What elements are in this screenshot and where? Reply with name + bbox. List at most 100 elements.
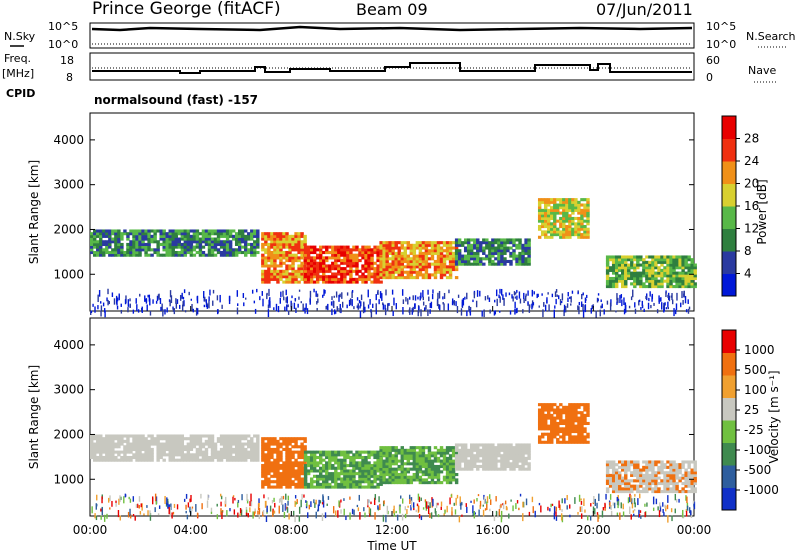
data-cell — [364, 458, 368, 462]
noise-cell — [610, 505, 612, 510]
data-cell — [651, 285, 655, 289]
data-cell — [183, 447, 188, 451]
data-cell — [476, 451, 480, 455]
data-cell — [497, 246, 501, 250]
data-cell — [633, 285, 637, 289]
noise-cell — [549, 508, 551, 512]
data-cell — [361, 469, 365, 473]
data-cell — [433, 246, 438, 250]
data-cell — [388, 273, 392, 277]
data-cell — [303, 450, 308, 454]
data-cell — [309, 275, 314, 279]
noise-cell — [107, 299, 109, 306]
data-cell — [153, 234, 157, 238]
data-cell — [303, 458, 308, 462]
data-cell — [466, 459, 471, 463]
data-cell — [488, 243, 492, 247]
data-cell — [687, 490, 691, 494]
data-cell — [273, 256, 277, 260]
data-cell — [322, 280, 326, 284]
data-cell — [451, 241, 456, 245]
data-cell — [406, 478, 411, 482]
data-cell — [241, 234, 245, 238]
data-cell — [99, 250, 103, 255]
data-cell — [553, 222, 557, 226]
data-cell — [430, 481, 435, 485]
data-cell — [672, 471, 676, 475]
data-cell — [282, 480, 286, 484]
data-cell — [540, 408, 545, 412]
noise-left-label: N.Sky — [4, 30, 36, 43]
noise-cell — [136, 503, 139, 508]
noise-cell — [247, 513, 249, 518]
data-cell — [663, 465, 667, 469]
data-cell — [340, 472, 344, 476]
data-cell — [355, 248, 359, 252]
data-cell — [297, 464, 301, 468]
data-cell — [153, 240, 157, 244]
data-cell — [309, 250, 314, 255]
data-cell — [114, 450, 118, 454]
data-cell — [466, 467, 471, 471]
noise-cell — [495, 510, 498, 516]
data-cell — [559, 198, 563, 202]
data-cell — [672, 463, 676, 467]
data-cell — [234, 248, 239, 252]
data-cell — [367, 450, 371, 454]
data-cell — [337, 280, 341, 284]
data-cell — [611, 285, 616, 289]
data-cell — [319, 267, 323, 271]
noise-cell — [663, 512, 665, 517]
data-cell — [418, 246, 423, 250]
data-cell — [120, 434, 124, 438]
data-cell — [544, 198, 548, 202]
noise-cell — [582, 310, 585, 318]
data-cell — [660, 268, 664, 272]
data-cell — [630, 460, 634, 464]
data-cell — [247, 439, 251, 443]
data-cell — [267, 477, 271, 481]
data-cell — [261, 277, 265, 281]
data-cell — [382, 265, 386, 269]
data-cell — [379, 280, 383, 284]
data-cell — [99, 439, 103, 443]
data-cell — [485, 238, 489, 242]
data-cell — [264, 240, 268, 244]
data-cell — [385, 459, 389, 463]
noise-cell — [684, 295, 687, 304]
data-cell — [642, 271, 646, 275]
data-cell — [418, 251, 423, 255]
data-cell — [630, 255, 634, 259]
data-cell — [288, 250, 292, 255]
data-cell — [451, 475, 456, 479]
data-cell — [370, 259, 374, 263]
data-cell — [189, 253, 194, 257]
data-cell — [267, 469, 271, 473]
data-cell — [473, 259, 477, 264]
data-cell — [300, 464, 304, 468]
data-cell — [621, 276, 625, 281]
data-cell — [195, 240, 200, 244]
data-cell — [621, 476, 625, 480]
data-cell — [370, 256, 374, 260]
data-cell — [279, 259, 283, 263]
data-cell — [198, 447, 203, 451]
data-cell — [657, 268, 661, 272]
data-cell — [334, 474, 338, 478]
data-cell — [439, 259, 444, 264]
data-cell — [509, 451, 513, 455]
noise-cell — [167, 501, 169, 509]
data-cell — [171, 248, 175, 252]
data-cell — [406, 462, 411, 466]
data-cell — [657, 285, 661, 289]
data-cell — [162, 445, 166, 449]
data-cell — [358, 250, 362, 255]
data-cell — [621, 258, 625, 262]
data-cell — [261, 472, 265, 476]
data-cell — [204, 229, 209, 233]
data-cell — [509, 238, 513, 242]
data-cell — [250, 439, 254, 443]
data-cell — [418, 462, 423, 466]
data-cell — [544, 235, 548, 239]
data-cell — [415, 472, 420, 477]
